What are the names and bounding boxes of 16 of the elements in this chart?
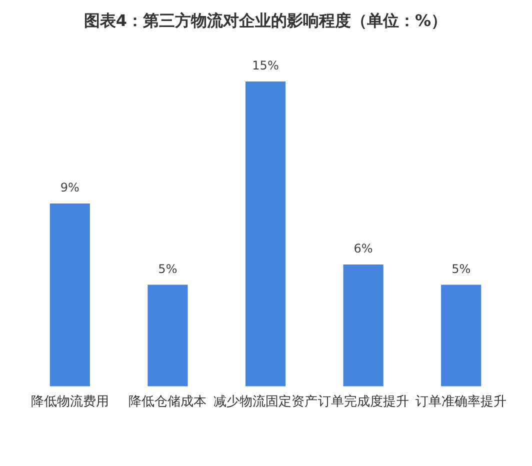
- x-tick-label: 降低仓储成本: [128, 394, 207, 410]
- data-label: 15%: [252, 58, 279, 73]
- bar: [245, 82, 286, 386]
- bar: [50, 203, 90, 386]
- x-tick-label: 订单准确率提升: [416, 394, 507, 410]
- bar: [343, 264, 384, 386]
- data-label: 5%: [158, 262, 178, 276]
- data-label: 6%: [354, 242, 373, 256]
- chart-title: 图表4：第三方物流对企业的影响程度（单位：%）: [84, 10, 448, 30]
- x-tick-label: 订单完成度提升: [318, 394, 409, 410]
- bar: [148, 284, 188, 386]
- x-tick-label: 减少物流固定资产: [214, 394, 318, 410]
- data-label: 9%: [60, 180, 80, 195]
- x-tick-label: 降低物流费用: [30, 394, 109, 410]
- data-label: 5%: [452, 262, 471, 276]
- bar: [441, 284, 482, 386]
